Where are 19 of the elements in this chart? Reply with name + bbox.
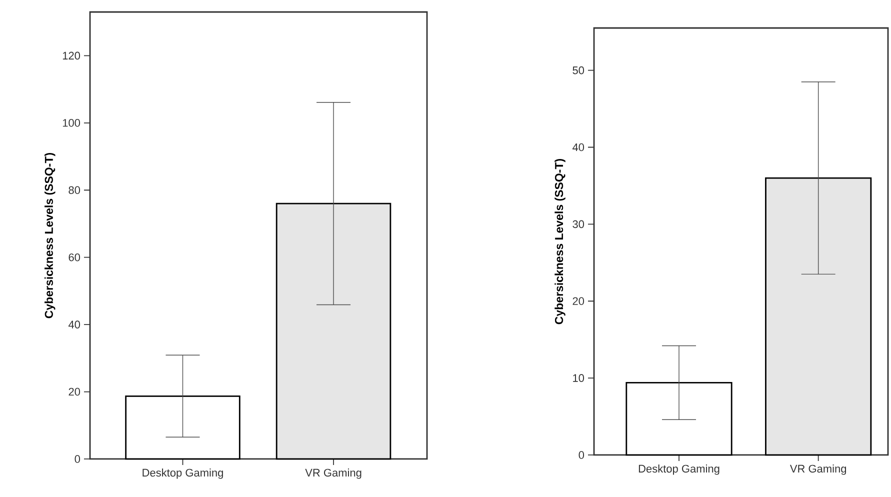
y-tick-label: 60 [68, 253, 80, 262]
y-axis-title: Cybersickness Levels (SSQ-T) [44, 152, 56, 318]
y-axis-title: Cybersickness Levels (SSQ-T) [554, 158, 566, 324]
y-tick-label: 120 [62, 52, 80, 60]
y-tick-label: 10 [573, 374, 584, 382]
y-tick-label: 40 [572, 143, 584, 152]
x-tick-label: Desktop Gaming [142, 468, 223, 479]
y-tick-label: 50 [572, 66, 584, 74]
x-tick-label: VR Gaming [305, 468, 362, 479]
y-tick-label: 20 [68, 388, 80, 396]
y-tick-label: 40 [68, 320, 80, 328]
y-tick-label: 30 [572, 220, 584, 228]
x-tick-label: VR Gaming [790, 464, 846, 475]
y-tick-label: 20 [572, 297, 584, 306]
y-tick-label: 100 [62, 119, 80, 127]
y-tick-label: 0 [74, 455, 80, 463]
y-tick-label: 0 [578, 451, 584, 459]
y-tick-label: 80 [68, 186, 80, 194]
x-tick-label: Desktop Gaming [638, 464, 720, 475]
